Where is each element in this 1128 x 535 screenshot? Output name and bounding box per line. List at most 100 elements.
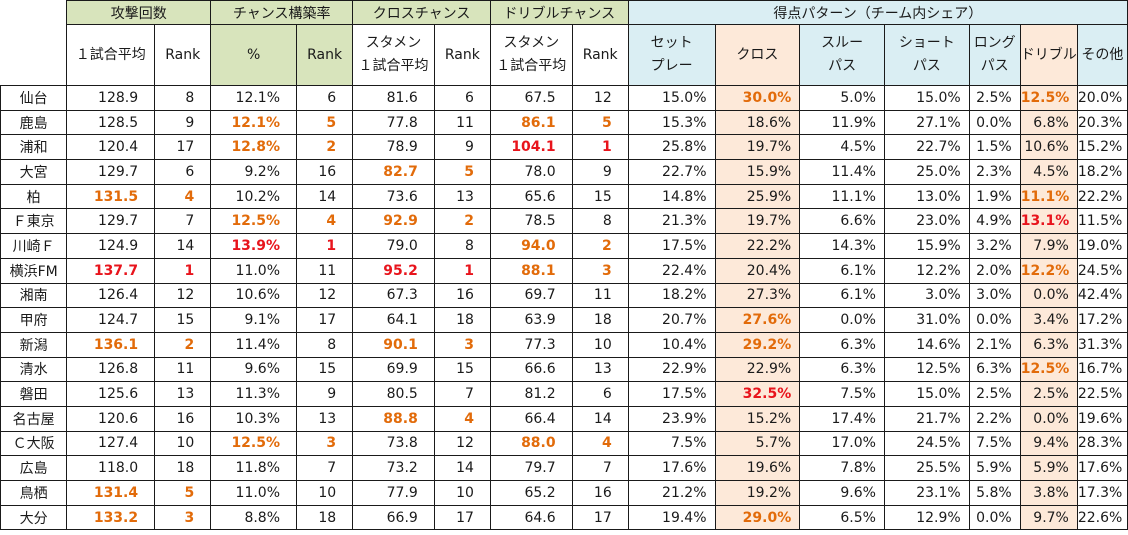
cell-short: 12.5% xyxy=(883,356,970,383)
header-dribble-rank: Rank xyxy=(571,24,629,86)
table-row: 新潟 136.1 2 11.4% 8 90.1 3 77.3 10 10.4% 29.2% 6.3% 1… xyxy=(0,331,1128,358)
cell-short: 25.0% xyxy=(883,159,970,185)
table-row: Ｃ大阪 127.4 10 12.5% 3 73.8 12 88.0 4 7.5% 5.7% 17.0%… xyxy=(0,430,1128,457)
table-row: 清水 126.8 11 9.6% 15 69.9 15 66.6 13 22.9% 22.9% 6.3… xyxy=(0,356,1128,383)
cell-dribble-avg: 77.3 xyxy=(489,331,573,358)
cell-long: 3.0% xyxy=(968,282,1021,309)
cell-other: 22.2% xyxy=(1076,183,1128,210)
cell-chance-pct: 9.6% xyxy=(210,356,298,383)
cell-short: 25.5% xyxy=(883,455,970,481)
cell-setplay: 7.5% xyxy=(627,430,716,457)
cell-short: 12.9% xyxy=(883,504,970,531)
table-row: 甲府 124.7 15 9.1% 17 64.1 18 63.9 18 20.7% 27.6% 0.0… xyxy=(0,307,1128,333)
cell-setplay: 21.2% xyxy=(627,480,716,506)
cell-through: 9.6% xyxy=(799,480,885,506)
cell-dribble-avg: 64.6 xyxy=(489,504,573,531)
cell-short: 31.0% xyxy=(883,307,970,333)
cell-cross-avg: 77.9 xyxy=(352,480,435,506)
cell-attack-avg: 124.9 xyxy=(66,233,156,259)
header-through-line2: パス xyxy=(828,58,857,74)
cell-cross-share: 27.6% xyxy=(714,307,801,333)
cell-cross-share: 27.3% xyxy=(714,282,801,309)
cell-cross-rank: 3 xyxy=(433,331,491,358)
cell-long: 2.2% xyxy=(968,405,1021,432)
cell-dribble-rank: 1 xyxy=(571,134,629,161)
team-name: 横浜FM xyxy=(0,257,68,284)
cell-dribble-rank: 11 xyxy=(571,282,629,309)
cell-other: 28.3% xyxy=(1076,430,1128,457)
cell-cross-avg: 92.9 xyxy=(352,208,435,235)
cell-long: 3.2% xyxy=(968,233,1021,259)
cell-other: 24.5% xyxy=(1076,257,1128,284)
cell-long: 2.3% xyxy=(968,159,1021,185)
cell-cross-avg: 80.5 xyxy=(352,381,435,407)
cell-chance-pct: 12.1% xyxy=(210,85,298,111)
cell-cross-avg: 64.1 xyxy=(352,307,435,333)
cell-long: 2.5% xyxy=(968,85,1021,111)
cell-cross-avg: 79.0 xyxy=(352,233,435,259)
cell-attack-avg: 129.7 xyxy=(66,208,156,235)
cell-chance-pct: 9.1% xyxy=(210,307,298,333)
header-attack-rank: Rank xyxy=(154,24,212,86)
header-cross-rank: Rank xyxy=(433,24,491,86)
cell-other: 11.5% xyxy=(1076,208,1128,235)
cell-cross-avg: 82.7 xyxy=(352,159,435,185)
cell-dribble-avg: 65.6 xyxy=(489,183,573,210)
header-long: ロング パス xyxy=(968,24,1021,86)
cell-attack-avg: 133.2 xyxy=(66,504,156,531)
cell-dribble-share: 2.5% xyxy=(1019,381,1078,407)
cell-cross-avg: 73.2 xyxy=(352,455,435,481)
cell-attack-avg: 120.4 xyxy=(66,134,156,161)
cell-cross-share: 5.7% xyxy=(714,430,801,457)
cell-cross-avg: 95.2 xyxy=(352,257,435,284)
header-dribble-avg: スタメン １試合平均 xyxy=(489,24,573,86)
cell-cross-share: 19.7% xyxy=(714,208,801,235)
cell-short: 13.0% xyxy=(883,183,970,210)
cell-cross-share: 20.4% xyxy=(714,257,801,284)
cell-attack-avg: 136.1 xyxy=(66,331,156,358)
table-body: 仙台 128.9 8 12.1% 6 81.6 6 67.5 12 15.0% 30.0% 5.0% 1… xyxy=(0,85,1128,531)
cell-other: 22.5% xyxy=(1076,381,1128,407)
cell-long: 7.5% xyxy=(968,430,1021,457)
cell-chance-pct: 11.0% xyxy=(210,257,298,284)
cell-dribble-avg: 86.1 xyxy=(489,109,573,136)
group-attack: 攻撃回数 xyxy=(66,0,212,25)
cell-long: 6.3% xyxy=(968,356,1021,383)
header-short: ショート パス xyxy=(883,24,970,86)
cell-dribble-avg: 65.2 xyxy=(489,480,573,506)
cell-cross-rank: 5 xyxy=(433,159,491,185)
header-cross-avg-line2: １試合平均 xyxy=(358,58,429,74)
team-name: 川崎Ｆ xyxy=(0,233,68,259)
cell-chance-rank: 3 xyxy=(296,430,354,457)
cell-attack-avg: 125.6 xyxy=(66,381,156,407)
cell-other: 17.2% xyxy=(1076,307,1128,333)
cell-cross-rank: 4 xyxy=(433,405,491,432)
cell-attack-avg: 131.4 xyxy=(66,480,156,506)
team-name: 大宮 xyxy=(0,159,68,185)
cell-attack-rank: 14 xyxy=(154,233,212,259)
cell-attack-avg: 128.5 xyxy=(66,109,156,136)
header-chance-rank: Rank xyxy=(296,24,354,86)
cell-attack-avg: 124.7 xyxy=(66,307,156,333)
cell-cross-avg: 77.8 xyxy=(352,109,435,136)
cell-dribble-avg: 66.4 xyxy=(489,405,573,432)
cell-long: 5.8% xyxy=(968,480,1021,506)
cell-dribble-avg: 66.6 xyxy=(489,356,573,383)
cell-setplay: 17.5% xyxy=(627,381,716,407)
header-dribble-avg-line2: １試合平均 xyxy=(496,58,567,74)
cell-attack-rank: 18 xyxy=(154,455,212,481)
group-dribble: ドリブルチャンス xyxy=(489,0,629,25)
cell-short: 3.0% xyxy=(883,282,970,309)
cell-cross-rank: 1 xyxy=(433,257,491,284)
team-name: 大分 xyxy=(0,504,68,531)
cell-attack-rank: 12 xyxy=(154,282,212,309)
cell-long: 2.0% xyxy=(968,257,1021,284)
cell-through: 6.1% xyxy=(799,257,885,284)
cell-cross-rank: 10 xyxy=(433,480,491,506)
cell-cross-share: 19.2% xyxy=(714,480,801,506)
cell-dribble-share: 3.4% xyxy=(1019,307,1078,333)
cell-short: 23.0% xyxy=(883,208,970,235)
cell-other: 19.6% xyxy=(1076,405,1128,432)
cell-setplay: 17.6% xyxy=(627,455,716,481)
cell-long: 1.9% xyxy=(968,183,1021,210)
